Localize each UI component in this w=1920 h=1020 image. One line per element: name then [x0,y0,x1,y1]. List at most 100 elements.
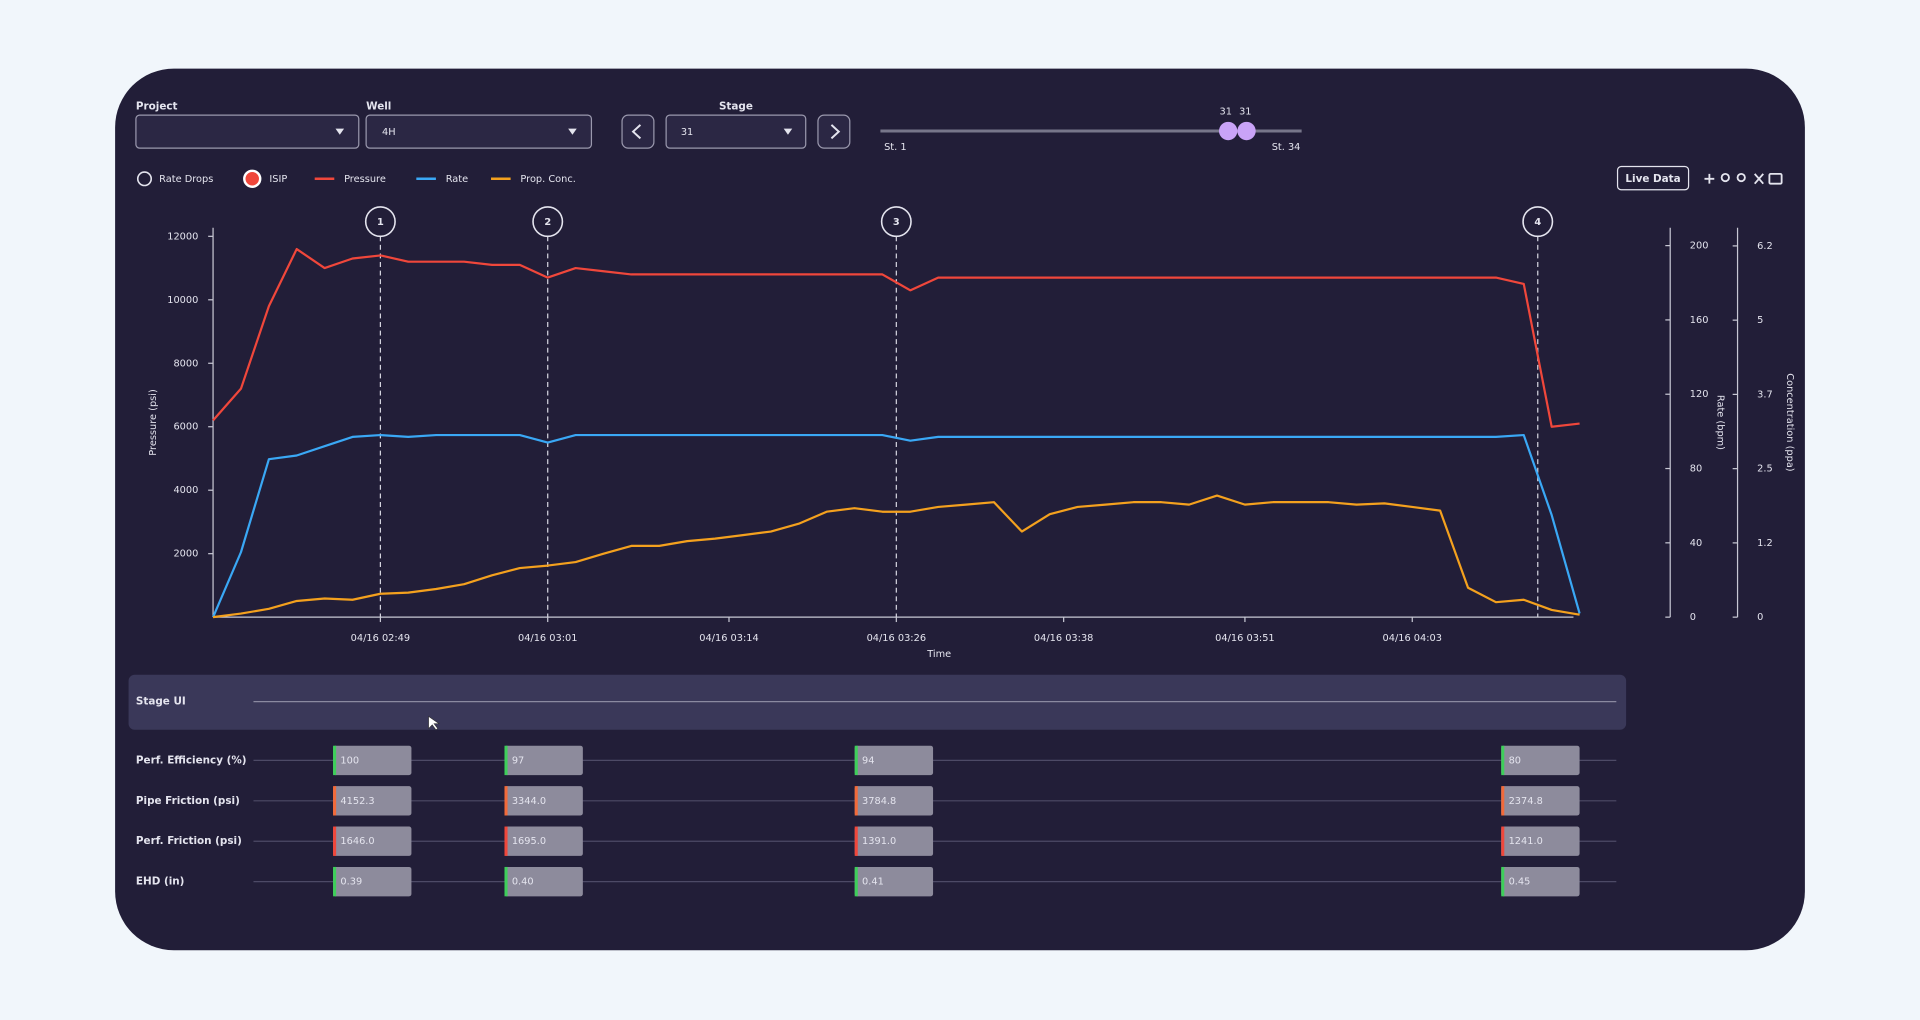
y3-tick-label: 2.5 [1757,464,1773,475]
value-box [1501,826,1580,856]
value-box [504,745,583,776]
stage-marker-label: 3 [893,217,900,228]
live-data-button[interactable] [1616,165,1690,191]
project-label: Project [136,101,178,113]
y2-tick-label: 160 [1690,315,1709,326]
legend-label[interactable]: Prop. Conc. [520,174,575,185]
toggle-label[interactable]: ISIP [269,174,287,185]
pan-icon[interactable] [1704,173,1715,184]
panel [115,68,1805,951]
dropdown-arrow [335,128,345,135]
value-box [333,866,412,897]
value-text: 1695.0 [512,836,546,847]
value-box [333,786,412,816]
value-box [504,866,583,897]
cursor [428,715,440,731]
row-label: Perf. Friction (psi) [136,835,242,847]
value-text: 0.39 [340,877,362,888]
value-text: 2374.8 [1509,796,1543,807]
toggle-radio[interactable] [136,171,153,187]
slider-min: St. 1 [884,142,907,153]
x-tick-label: 04/16 03:26 [867,633,927,644]
value-box [504,826,583,856]
value-box [1501,786,1580,816]
row-label: Perf. Efficiency (%) [136,754,247,766]
value-box [333,745,412,776]
y3-tick-label: 0 [1757,612,1763,623]
value-text: 4152.3 [340,796,374,807]
y-axis-title: Pressure (psi) [148,389,159,456]
stage-marker-label: 4 [1534,217,1541,228]
value-text: 80 [1509,755,1521,766]
value-text: 1646.0 [340,836,374,847]
y-tick-label: 12000 [167,231,198,242]
x-tick-label: 04/16 03:51 [1215,633,1274,644]
value-edge [1501,866,1505,897]
zoom-out-icon[interactable] [1736,172,1746,183]
value-text: 97 [512,755,524,766]
value-box [504,786,583,816]
y-tick-label: 4000 [173,485,198,496]
value-edge [854,866,858,897]
value-box [854,745,934,776]
stage-marker [364,206,396,238]
value-edge [333,745,337,776]
value-box [854,826,934,856]
y2-tick-label: 200 [1690,241,1709,252]
project-select[interactable] [135,114,360,149]
x-axis-title: Time [926,649,951,660]
slider-handle[interactable] [1218,121,1238,141]
prev-stage-button[interactable] [621,114,655,149]
y-tick-label: 10000 [167,295,198,306]
stage-marker [532,206,564,238]
x-tick-label: 04/16 03:38 [1034,633,1094,644]
stage-select[interactable] [665,114,807,149]
slider-handle[interactable] [1237,121,1256,141]
value-edge [854,786,858,816]
x-tick-label: 04/16 03:14 [699,633,759,644]
value-edge [854,745,858,776]
slider-low: 31 [1219,106,1231,117]
value-edge [1501,786,1505,816]
value-text: 0.41 [862,877,884,888]
value-text: 1241.0 [1509,836,1543,847]
stage-label: Stage [719,101,753,113]
dropdown-arrow [568,128,577,135]
value-text: 0.45 [1509,877,1531,888]
legend-label[interactable]: Pressure [344,174,386,185]
value-text: 3344.0 [512,796,546,807]
series-line [212,494,1580,619]
x-tick-label: 04/16 03:01 [518,633,578,644]
value-text: 100 [340,755,359,766]
well-select[interactable] [365,114,593,149]
value-box [854,866,934,897]
y-tick-label: 2000 [173,549,198,560]
y2-tick-label: 40 [1690,538,1702,549]
row-label: Pipe Friction (psi) [136,795,240,807]
live-data-label[interactable]: Live Data [1625,173,1680,185]
value-text: 94 [862,755,874,766]
legend-label[interactable]: Rate [446,174,468,185]
value-text: 1391.0 [862,836,896,847]
zoom-in-icon[interactable] [1720,172,1730,183]
value-box [854,786,934,816]
y3-tick-label: 1.2 [1757,538,1773,549]
value-edge [504,866,508,897]
y2-axis-title: Rate (bpm) [1714,395,1725,450]
value-edge [333,826,337,856]
toggle-label[interactable]: Rate Drops [159,174,213,185]
next-stage-button[interactable] [817,114,851,149]
y-tick-label: 8000 [173,358,198,369]
toggle-radio[interactable] [243,169,262,188]
x-tick-label: 04/16 02:49 [351,633,411,644]
y3-tick-label: 5 [1757,315,1763,326]
stage-value: 31 [681,127,693,138]
camera-icon[interactable] [1768,172,1783,185]
y3-tick-label: 6.2 [1757,241,1773,252]
reset-icon[interactable] [1754,173,1764,185]
value-edge [504,786,508,816]
value-box [333,826,412,856]
value-box [1501,745,1580,776]
stage-ui-title: Stage UI [136,696,186,708]
